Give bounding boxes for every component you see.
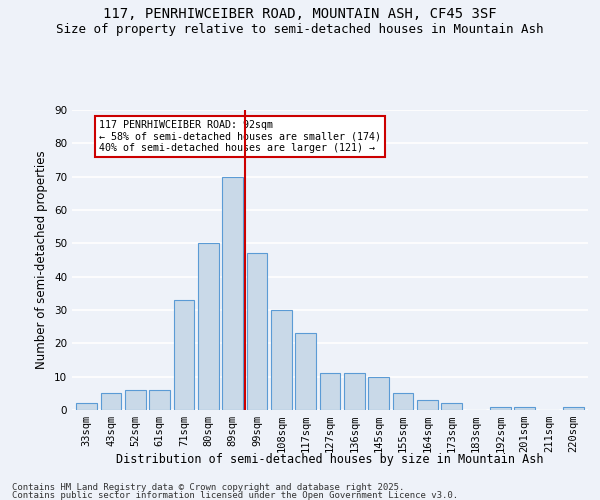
Text: Size of property relative to semi-detached houses in Mountain Ash: Size of property relative to semi-detach…: [56, 22, 544, 36]
Bar: [295, 334, 316, 410]
Bar: [247, 254, 268, 410]
Bar: [149, 390, 170, 410]
Bar: [222, 176, 243, 410]
Text: 117, PENRHIWCEIBER ROAD, MOUNTAIN ASH, CF45 3SF: 117, PENRHIWCEIBER ROAD, MOUNTAIN ASH, C…: [103, 8, 497, 22]
Bar: [392, 394, 413, 410]
Bar: [442, 404, 462, 410]
Bar: [271, 310, 292, 410]
Text: Contains public sector information licensed under the Open Government Licence v3: Contains public sector information licen…: [12, 491, 458, 500]
Text: 117 PENRHIWCEIBER ROAD: 92sqm
← 58% of semi-detached houses are smaller (174)
40: 117 PENRHIWCEIBER ROAD: 92sqm ← 58% of s…: [99, 120, 381, 153]
Bar: [125, 390, 146, 410]
Y-axis label: Number of semi-detached properties: Number of semi-detached properties: [35, 150, 49, 370]
Bar: [76, 404, 97, 410]
Bar: [514, 406, 535, 410]
Bar: [490, 406, 511, 410]
Bar: [173, 300, 194, 410]
Text: Contains HM Land Registry data © Crown copyright and database right 2025.: Contains HM Land Registry data © Crown c…: [12, 482, 404, 492]
Text: Distribution of semi-detached houses by size in Mountain Ash: Distribution of semi-detached houses by …: [116, 452, 544, 466]
Bar: [563, 406, 584, 410]
Bar: [368, 376, 389, 410]
Bar: [344, 374, 365, 410]
Bar: [101, 394, 121, 410]
Bar: [417, 400, 438, 410]
Bar: [198, 244, 218, 410]
Bar: [320, 374, 340, 410]
